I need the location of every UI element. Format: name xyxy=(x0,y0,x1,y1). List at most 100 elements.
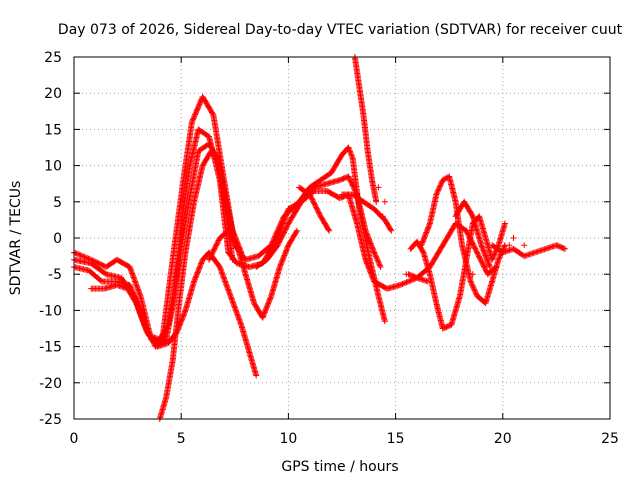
data-point-marker xyxy=(369,245,376,252)
data-point-marker xyxy=(281,252,288,259)
data-point-marker xyxy=(74,251,81,258)
data-point-marker xyxy=(402,279,409,286)
series-track-7 xyxy=(253,173,384,270)
data-point-marker xyxy=(277,261,284,268)
data-point-marker xyxy=(468,279,475,286)
data-point-marker xyxy=(312,203,319,210)
data-point-marker xyxy=(260,312,267,319)
data-point-marker xyxy=(423,229,430,236)
data-point-marker xyxy=(369,273,376,280)
data-point-marker xyxy=(308,195,315,202)
data-point-marker xyxy=(366,266,373,273)
data-point-marker xyxy=(475,253,482,260)
series-track-6 xyxy=(206,227,300,321)
data-point-marker xyxy=(479,260,486,267)
data-point-marker xyxy=(352,187,359,194)
data-point-marker xyxy=(374,256,381,263)
data-point-marker xyxy=(479,259,486,266)
x-tick-label: 10 xyxy=(279,431,297,447)
data-point-marker xyxy=(197,263,204,270)
data-point-marker xyxy=(196,100,203,107)
data-point-marker xyxy=(213,242,220,249)
series-track-4 xyxy=(88,249,260,379)
data-point-marker xyxy=(195,103,202,110)
data-point-marker xyxy=(472,246,479,253)
data-point-marker xyxy=(293,228,300,235)
data-point-marker xyxy=(193,272,200,279)
data-point-marker xyxy=(482,252,489,259)
data-point-marker xyxy=(482,267,489,274)
data-point-marker xyxy=(96,260,103,267)
data-point-marker xyxy=(400,280,407,287)
data-point-marker xyxy=(482,266,489,273)
data-point-marker xyxy=(345,145,352,152)
data-point-marker xyxy=(284,244,291,251)
data-point-marker xyxy=(420,237,427,244)
data-point-marker xyxy=(313,205,320,212)
data-point-marker xyxy=(368,272,375,279)
data-point-marker xyxy=(346,174,353,181)
data-point-marker xyxy=(315,209,322,216)
data-point-marker xyxy=(77,252,84,259)
data-point-marker xyxy=(311,201,318,208)
y-axis-ticks: -25 -20 -15 -10 -5 0 5 10 15 20 25 xyxy=(39,50,610,428)
data-point-marker xyxy=(425,223,432,230)
data-point-marker xyxy=(371,249,378,256)
data-point-marker xyxy=(418,242,425,249)
data-point-marker xyxy=(347,149,354,156)
data-point-marker xyxy=(262,308,269,315)
data-point-marker xyxy=(365,234,372,241)
data-point-marker xyxy=(473,248,480,255)
data-point-marker xyxy=(364,232,371,239)
isolated-point-marker xyxy=(521,242,528,249)
data-point-marker xyxy=(367,239,374,246)
data-point-marker xyxy=(192,111,199,118)
data-point-marker xyxy=(362,256,369,263)
data-point-marker xyxy=(281,251,288,258)
data-point-marker xyxy=(467,278,474,285)
data-point-marker xyxy=(371,250,378,257)
data-point-marker xyxy=(363,257,370,264)
data-point-marker xyxy=(365,235,372,242)
data-point-marker xyxy=(419,239,426,246)
data-point-marker xyxy=(209,250,216,257)
data-point-marker xyxy=(267,295,274,302)
data-point-marker xyxy=(422,232,429,239)
y-tick-label: -20 xyxy=(39,376,62,392)
data-point-marker xyxy=(490,254,497,261)
data-point-marker xyxy=(377,262,384,269)
data-point-marker xyxy=(472,245,479,252)
data-point-marker xyxy=(279,256,286,263)
data-point-marker xyxy=(277,237,284,244)
data-point-marker xyxy=(472,290,479,297)
data-point-marker xyxy=(176,321,183,328)
data-point-marker xyxy=(418,240,425,247)
data-point-marker xyxy=(164,323,171,330)
data-point-marker xyxy=(180,312,187,319)
series-track-14 xyxy=(489,242,568,260)
data-point-marker xyxy=(196,101,203,108)
data-point-marker xyxy=(480,262,487,269)
data-point-marker xyxy=(484,258,491,265)
data-point-marker xyxy=(478,243,485,250)
data-point-marker xyxy=(495,256,502,263)
data-point-marker xyxy=(438,179,445,186)
data-point-marker xyxy=(478,242,485,249)
data-point-marker xyxy=(265,300,272,307)
data-point-marker xyxy=(438,181,445,188)
data-point-marker xyxy=(266,298,273,305)
data-point-marker xyxy=(398,281,405,288)
data-point-marker xyxy=(480,248,487,255)
data-point-marker xyxy=(433,191,440,198)
data-point-marker xyxy=(275,239,282,246)
data-point-marker xyxy=(469,282,476,289)
data-point-marker xyxy=(195,268,202,275)
data-point-marker xyxy=(483,256,490,263)
data-point-marker xyxy=(491,251,498,258)
data-point-marker xyxy=(484,257,491,264)
data-point-marker xyxy=(470,243,477,250)
data-point-marker xyxy=(363,259,370,266)
y-tick-label: 25 xyxy=(44,50,62,66)
data-point-marker xyxy=(372,253,379,260)
data-point-marker xyxy=(206,255,213,262)
